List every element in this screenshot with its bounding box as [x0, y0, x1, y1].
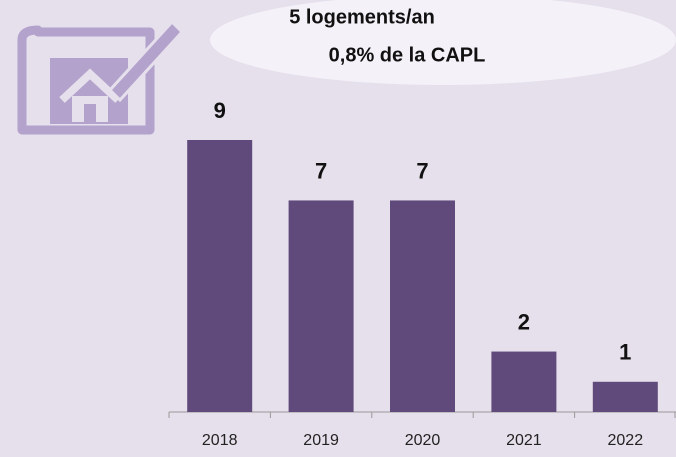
bar: [390, 200, 455, 412]
annotation: 0,8% de la CAPL: [329, 44, 486, 66]
data-label: 9: [214, 98, 226, 123]
bar: [187, 140, 253, 412]
data-label: 7: [416, 158, 428, 183]
icon: [17, 19, 185, 135]
x-tick-label: 2020: [405, 432, 441, 449]
annotation-bubble: [210, 0, 676, 85]
annotation: 5 logements/an: [289, 6, 435, 28]
x-tick-label: 2018: [202, 432, 238, 449]
data-label: 7: [315, 158, 327, 183]
x-tick-label: 2019: [303, 432, 339, 449]
data-label: 2: [518, 309, 530, 334]
x-tick-label: 2022: [608, 432, 644, 449]
data-label: 1: [619, 340, 631, 365]
bar: [288, 200, 354, 412]
bar: [491, 351, 557, 412]
x-tick-label: 2021: [506, 432, 542, 449]
bar: [592, 381, 658, 412]
